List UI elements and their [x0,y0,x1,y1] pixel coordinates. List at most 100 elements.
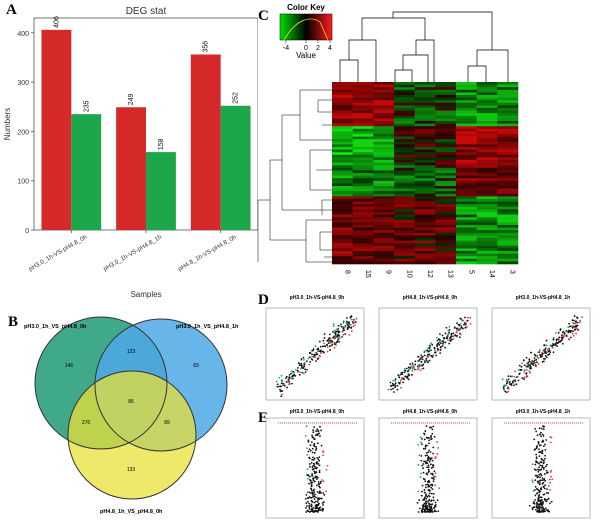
heatmap-cell [394,248,415,252]
heatmap-cell [476,232,498,236]
scatter-point [455,331,458,334]
volcano-point [428,485,431,487]
heatmap-cell [394,235,415,239]
scatter-point [421,355,424,358]
heatmap-cell [456,154,477,158]
heatmap-cell [352,258,374,262]
scatter-point [518,364,521,367]
scatter-point [323,342,325,345]
heatmap-cell [456,113,477,117]
heatmap-cell [352,89,374,93]
heatmap-cell [456,199,477,202]
heatmap-cell [352,183,374,187]
heatmap-cell [456,123,477,127]
scatter-point [394,386,396,389]
heatmap-cell [332,183,353,187]
heatmap-cell [373,193,395,197]
scatter-point [344,325,347,327]
venn-count-abc: 86 [128,399,134,405]
volcano-point [432,480,435,483]
heatmap-cell [414,165,436,169]
heatmap-cell [352,230,374,234]
heatmap-cell [476,162,498,166]
scatter-point [510,382,513,385]
heatmap-cell [414,251,436,254]
scatter-point [450,336,453,338]
scatter-point [410,365,413,368]
scatter-point [417,355,420,358]
heatmap-cell [352,199,374,202]
volcano-point [428,439,430,442]
heatmap-cell [414,108,436,111]
volcano-point [431,459,434,462]
heatmap-cell [497,160,519,163]
heatmap-cell [456,128,477,132]
heatmap-cell [435,121,457,124]
heatmap-cell [352,219,374,223]
heatmap-cell [497,113,519,117]
panel-label-b: B [8,314,19,330]
scatter-point [304,371,307,373]
scatter-point [314,345,317,348]
scatter-point [292,371,295,374]
scatter-point [396,388,399,391]
scatter-point [297,362,300,365]
volcano-point [308,482,311,485]
volcano-point [431,472,434,475]
heatmap-cell [414,170,436,174]
scatter-point [335,328,338,331]
scatter-point [311,355,314,358]
heatmap-cell [373,102,395,106]
heatmap-cell [394,175,415,179]
heatmap-cell [352,243,374,247]
x-tick-label: pH3.0_1h-VS-pH4.8_1h [102,233,163,272]
volcano-point [310,441,313,444]
scatter-point [567,338,570,340]
heatmap-cell [456,193,477,197]
volcano-point [539,461,542,463]
scatter-point [570,330,573,332]
heatmap-cell [394,118,415,122]
heatmap-cell [497,245,519,249]
volcano-point [533,438,536,441]
volcano-point [420,472,422,475]
scatter-point [573,319,575,322]
scatter-point [329,349,331,351]
heatmap-cell [394,243,415,247]
heatmap-cell [476,144,498,148]
heatmap-cell [456,214,477,218]
scatter-point [406,370,409,373]
volcano-point [538,505,541,508]
volcano-point [309,478,311,481]
heatmap-cell [373,136,395,140]
heatmap-cell [332,152,353,156]
heatmap-cell [456,196,477,200]
volcano-point [540,510,543,513]
volcano-point [318,464,321,467]
heatmap-cell [497,84,519,88]
heatmap-cell [497,214,519,218]
heatmap-cell [332,248,353,252]
heatmap-cell [476,201,498,205]
heatmap-cell [394,212,415,215]
scatter-point [353,321,356,324]
scatter-point [403,371,406,374]
scatter-point [569,325,572,328]
scatter-point [461,319,463,322]
volcano-point [311,491,314,494]
heatmap-cell [394,180,415,184]
volcano-point [320,480,322,483]
scatter-point [464,326,467,329]
scatter-point [409,363,412,366]
heatmap-cell [476,225,498,228]
scatter-point [532,361,535,364]
heatmap-cell [352,118,374,122]
heatmap-cell [332,251,353,254]
heatmap-cell [497,147,519,150]
heatmap-cell [414,261,436,265]
scatter-point [279,388,281,391]
volcano-point [428,426,431,429]
volcano-point [423,489,426,491]
scatter-point [502,386,505,389]
heatmap-cell [352,186,374,189]
